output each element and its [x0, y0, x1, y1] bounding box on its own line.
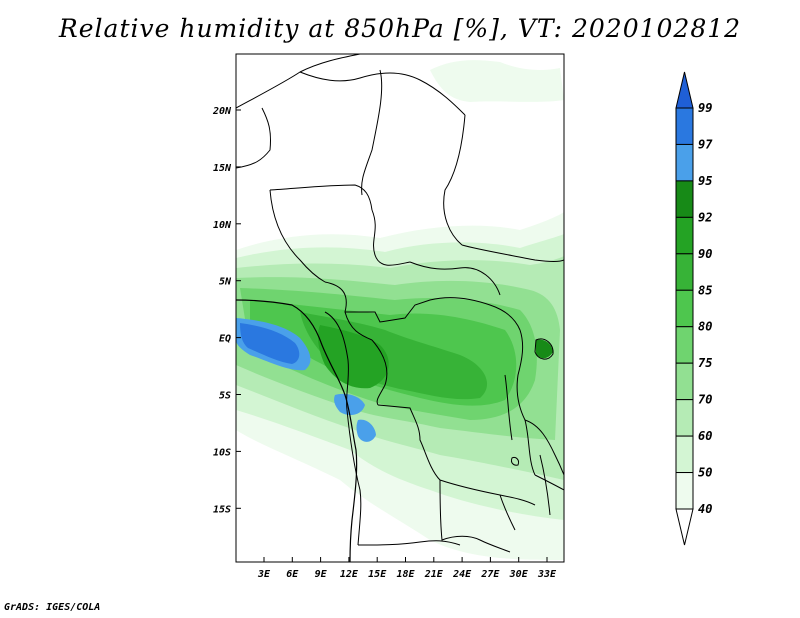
band-90 — [317, 325, 389, 389]
grads-credit: GrADS: IGES/COLA — [4, 602, 101, 613]
colorbar-segment — [675, 253, 694, 291]
colorbar-segment — [675, 107, 694, 145]
lake-victoria — [534, 338, 554, 360]
colorbar-label: 75 — [698, 356, 712, 370]
lat-label: 10S — [213, 447, 231, 458]
lake-tanganyika — [504, 374, 513, 441]
band-40-north — [430, 60, 564, 102]
colorbar-label: 99 — [698, 101, 712, 115]
latitude-axis: 20N 15N 10N 5N EQ 5S 10S 15S — [212, 106, 241, 515]
colorbar-segment — [675, 326, 694, 364]
lat-label: 20N — [212, 106, 232, 117]
lat-label: EQ — [219, 334, 231, 345]
lon-label: 33E — [537, 569, 557, 580]
colorbar-label: 97 — [698, 137, 713, 151]
lakes — [504, 338, 554, 516]
lon-label: 9E — [315, 569, 328, 580]
lat-label: 5N — [219, 277, 232, 288]
colorbar-segment — [675, 362, 694, 401]
colorbar-segment — [675, 399, 694, 437]
lon-label: 6E — [286, 569, 299, 580]
longitude-axis: 3E 6E 9E 12E 15E 18E 21E 24E 27E 30E 33E — [257, 557, 557, 580]
colorbar: 99 97 95 92 90 85 80 75 70 60 50 40 — [675, 71, 713, 546]
chart-title: Relative humidity at 850hPa [%], VT: 202… — [58, 14, 742, 43]
lon-label: 3E — [257, 569, 271, 580]
humidity-field — [236, 60, 564, 560]
colorbar-segment — [675, 289, 694, 328]
colorbar-segment — [675, 216, 694, 255]
lon-label: 15E — [368, 569, 387, 580]
lake-small — [511, 457, 519, 466]
colorbar-label: 95 — [698, 174, 712, 188]
colorbar-segment — [675, 143, 694, 182]
lat-label: 5S — [219, 391, 231, 402]
colorbar-label: 85 — [698, 283, 712, 297]
colorbar-top-arrow — [675, 71, 694, 109]
lat-label: 15N — [213, 163, 232, 174]
colorbar-bottom-arrow — [675, 508, 694, 546]
band-95-angola-2 — [356, 419, 376, 442]
colorbar-segment — [675, 435, 694, 474]
lon-label: 24E — [452, 569, 472, 580]
map-frame — [235, 53, 565, 563]
lon-label: 21E — [424, 569, 444, 580]
colorbar-label: 40 — [698, 502, 712, 516]
colorbar-label: 80 — [698, 320, 712, 334]
colorbar-label: 50 — [698, 466, 712, 480]
colorbar-label: 90 — [698, 247, 712, 261]
band-92-lake-victoria — [536, 339, 553, 359]
colorbar-segment — [675, 180, 694, 218]
colorbar-label: 60 — [698, 429, 712, 443]
lon-label: 30E — [509, 569, 529, 580]
lon-label: 27E — [480, 569, 500, 580]
lake-malawi — [539, 454, 551, 516]
colorbar-label: 92 — [698, 210, 712, 224]
lon-label: 18E — [396, 569, 415, 580]
coastline — [236, 299, 358, 562]
band-95-angola-1 — [334, 393, 365, 416]
colorbar-label: 70 — [698, 393, 712, 407]
lat-label: 10N — [213, 220, 232, 231]
country-borders — [236, 54, 564, 553]
band-97 — [240, 323, 300, 364]
colorbar-segment — [675, 472, 694, 510]
lat-label: 15S — [213, 504, 231, 515]
lon-label: 12E — [340, 569, 359, 580]
